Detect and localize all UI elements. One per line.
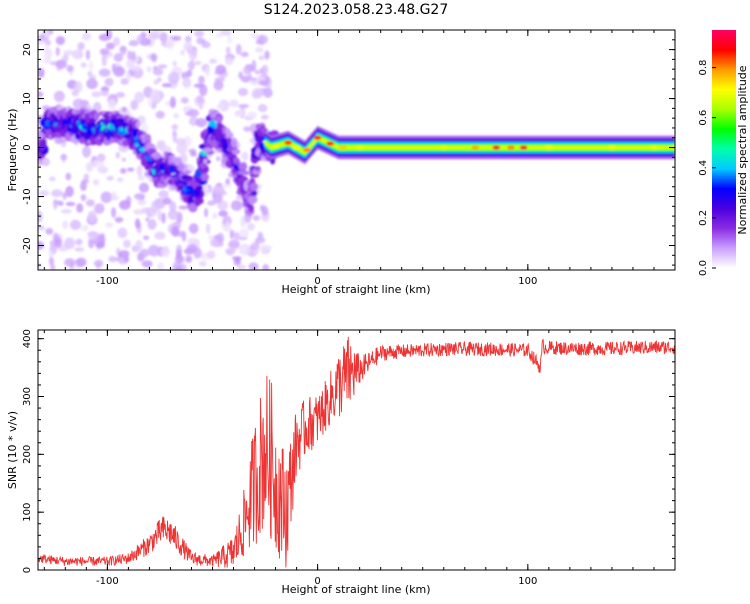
spectrogram-x-axis-label: Height of straight line (km) [281,283,430,296]
snr-x-axis-label: Height of straight line (km) [281,583,430,596]
figure-title: S124.2023.058.23.48.G27 [264,2,449,18]
snr-y-axis-label: SNR (10 * v/v) [6,411,19,489]
snr-plot [38,336,675,568]
colorbar-label: Normalized spectral amplitude [736,65,749,234]
colorbar-tick-label: 0.0 [698,260,709,276]
y-tick-label: 200 [22,445,33,464]
y-tick-label: -10 [22,188,33,204]
y-tick-label: -20 [22,237,33,253]
x-tick-label: -100 [96,576,119,587]
x-tick-label: 100 [518,576,537,587]
colorbar-gradient [712,30,736,268]
x-tick-label: 0 [314,576,320,587]
spectrogram-y-axis-label: Frequency (Hz) [6,109,19,192]
x-tick-label: 0 [314,276,320,287]
snr-panel: -100 0 100 0 100 200 300 400 Height of straight… [6,329,676,596]
x-tick-label: 100 [518,276,537,287]
snr-frame [37,329,676,571]
y-tick-label: 10 [22,92,33,105]
y-tick-label: 0 [22,144,33,150]
colorbar-tick-label: 0.2 [698,210,709,226]
colorbar-tick-label: 0.4 [698,160,709,176]
colorbar-tick-label: 0.6 [698,110,709,126]
y-tick-label: 400 [22,329,33,348]
colorbar: 0.0 0.2 0.4 0.6 0.8 Normalized spectral ampl… [698,30,749,276]
y-tick-label: 300 [22,387,33,406]
y-tick-label: 20 [22,43,33,56]
x-tick-label: -100 [96,276,119,287]
spectrogram-image [38,30,675,270]
y-tick-label: 100 [22,503,33,522]
snr-series-line [38,336,675,568]
colorbar-tick-label: 0.8 [698,60,709,76]
spectrogram-frame [37,29,676,271]
y-tick-label: 0 [22,567,33,573]
colorbar-ticks: 0.0 0.2 0.4 0.6 0.8 [698,60,716,276]
